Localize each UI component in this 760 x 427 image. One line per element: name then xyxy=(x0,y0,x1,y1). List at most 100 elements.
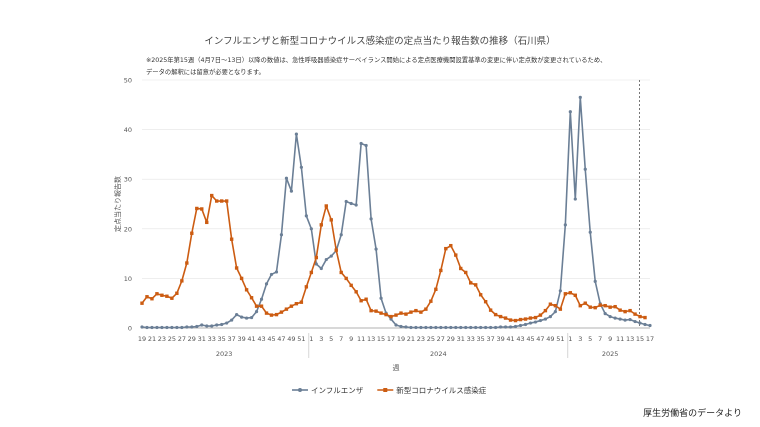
data-point xyxy=(240,315,244,319)
x-tick-label: 9 xyxy=(608,335,612,343)
data-point xyxy=(518,323,523,328)
data-point xyxy=(449,243,453,248)
data-point xyxy=(200,207,204,211)
year-label: 2024 xyxy=(430,350,447,358)
data-point xyxy=(289,304,294,308)
data-point xyxy=(304,214,308,218)
data-point xyxy=(379,296,383,300)
data-point xyxy=(219,199,224,203)
data-point xyxy=(573,293,577,297)
data-point xyxy=(145,325,149,330)
x-axis: 19 21 23 25 27 29 31 33 35 37 39 41 43 45 47 49 51 1 3 5 7 9 1… xyxy=(138,333,654,372)
year-label: 2025 xyxy=(602,350,619,358)
data-point xyxy=(588,230,592,234)
y-tick-label: 30 xyxy=(124,176,132,184)
data-point xyxy=(279,233,284,237)
x-tick-label: 49 xyxy=(287,335,295,343)
data-point xyxy=(474,325,478,330)
y-axis-label: 定点当たり報告数 xyxy=(113,176,122,232)
y-tick-label: 50 xyxy=(124,77,132,85)
x-tick-label: 29 xyxy=(447,335,455,343)
data-point xyxy=(215,199,219,203)
legend-marker xyxy=(298,388,302,392)
data-point xyxy=(513,318,518,323)
data-point xyxy=(508,325,513,329)
data-point xyxy=(195,324,199,329)
legend-item: インフルエンザ xyxy=(292,386,364,395)
data-point xyxy=(374,309,378,313)
y-tick-label: 20 xyxy=(124,225,132,233)
data-point xyxy=(473,283,478,287)
data-point xyxy=(593,305,597,310)
x-tick-label: 21 xyxy=(407,335,415,343)
data-point xyxy=(220,322,224,327)
data-point xyxy=(319,223,323,227)
data-point xyxy=(210,324,214,328)
data-point xyxy=(289,189,294,193)
series-covid19 xyxy=(140,193,647,323)
x-tick-label: 13 xyxy=(367,335,375,343)
x-tick-label: 35 xyxy=(218,335,226,343)
data-point xyxy=(583,301,587,305)
data-point xyxy=(523,317,528,321)
data-point xyxy=(503,316,508,320)
data-point xyxy=(404,312,408,316)
data-point xyxy=(274,270,279,274)
data-point xyxy=(190,231,194,235)
data-point xyxy=(314,262,318,266)
data-point xyxy=(404,325,408,329)
data-point xyxy=(523,322,528,327)
data-point xyxy=(205,324,209,328)
x-tick-label: 9 xyxy=(349,335,353,343)
data-point xyxy=(414,325,418,330)
data-point xyxy=(503,325,508,329)
x-tick-label: 13 xyxy=(626,335,634,343)
data-point xyxy=(628,317,632,322)
data-point xyxy=(175,325,179,330)
data-point xyxy=(518,317,523,322)
x-tick-label: 51 xyxy=(556,335,564,343)
x-tick-label: 45 xyxy=(526,335,534,343)
data-point xyxy=(394,323,398,327)
data-point xyxy=(354,203,358,207)
data-point xyxy=(264,311,269,315)
data-point xyxy=(364,297,368,301)
data-point xyxy=(553,310,557,314)
data-point xyxy=(543,317,548,321)
data-point xyxy=(269,313,274,317)
data-point xyxy=(399,311,403,315)
data-point xyxy=(434,287,438,292)
data-point xyxy=(478,293,483,297)
legend-label: 新型コロナウイルス感染症 xyxy=(396,385,486,395)
data-point xyxy=(573,197,577,201)
data-point xyxy=(249,315,254,320)
data-point xyxy=(563,292,568,296)
data-point xyxy=(643,322,647,327)
data-point xyxy=(185,261,189,265)
data-point xyxy=(259,304,264,308)
data-point xyxy=(399,324,403,329)
data-point xyxy=(618,317,622,321)
data-point xyxy=(583,167,587,171)
data-point xyxy=(538,313,543,317)
x-tick-label: 3 xyxy=(319,335,323,343)
data-point xyxy=(578,95,582,99)
data-point xyxy=(454,253,458,257)
data-point xyxy=(543,308,548,313)
x-tick-label: 25 xyxy=(168,335,176,343)
data-point xyxy=(533,320,538,324)
series-line xyxy=(141,194,646,322)
data-point xyxy=(563,223,567,227)
data-point xyxy=(359,299,363,303)
data-point xyxy=(419,325,423,330)
data-point xyxy=(294,132,298,136)
data-point xyxy=(279,310,284,314)
data-point xyxy=(648,323,652,328)
x-tick-label: 41 xyxy=(247,335,255,343)
x-tick-label: 27 xyxy=(437,335,445,343)
data-point xyxy=(239,276,244,281)
data-point xyxy=(479,325,483,330)
y-tick-label: 0 xyxy=(128,325,132,333)
data-point xyxy=(244,288,249,292)
x-tick-label: 17 xyxy=(387,335,395,343)
